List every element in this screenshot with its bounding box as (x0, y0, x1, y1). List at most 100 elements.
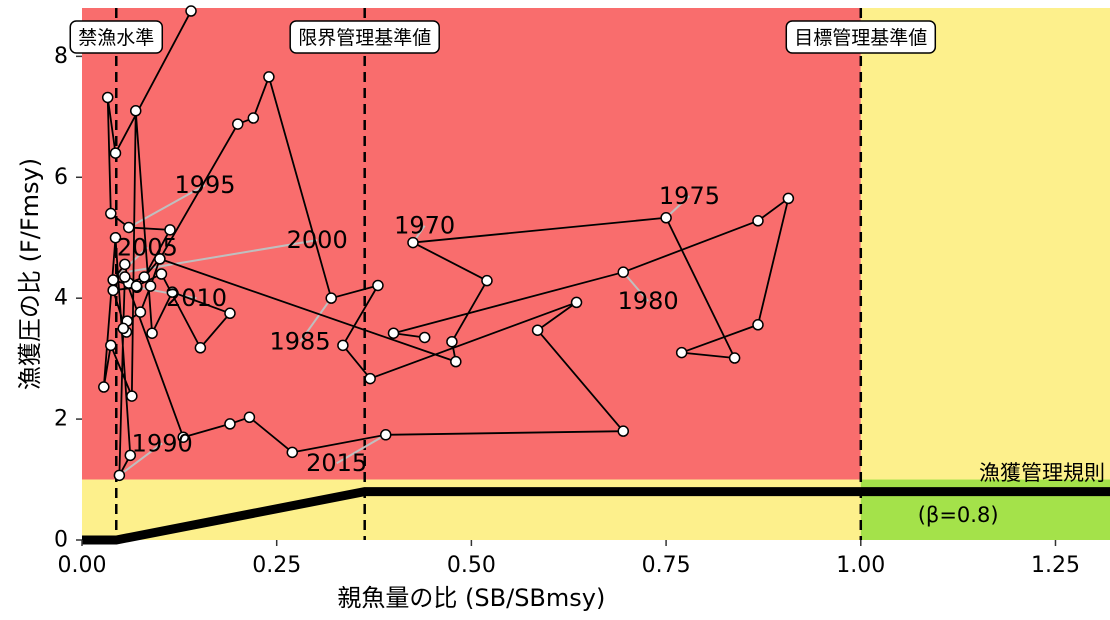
year-labels: 1970 1975 1980 1985 1990 1995 2000 2005 2010 2015 (117, 171, 720, 477)
data-point (177, 431, 189, 443)
data-point (446, 335, 458, 348)
data-point (107, 274, 119, 286)
year-label: 2010 (166, 284, 227, 312)
y-tick-label: 6 (54, 165, 68, 190)
data-point (247, 112, 260, 124)
data-point (105, 207, 117, 220)
data-point (166, 286, 179, 298)
data-point (286, 446, 299, 459)
year-leader-line (299, 297, 333, 343)
data-point (119, 258, 131, 271)
data-point (224, 307, 236, 320)
data-point (379, 429, 392, 441)
x-tick-label: 0.75 (642, 553, 691, 578)
data-point (144, 280, 157, 292)
data-point (232, 118, 244, 130)
reference-line-label-box (69, 20, 164, 54)
y-tick-label: 8 (54, 44, 68, 69)
year-leader-line (622, 271, 649, 302)
data-point (122, 221, 135, 234)
data-point (481, 274, 493, 287)
hcr-line (82, 487, 1110, 545)
y-tick-label: 4 (54, 286, 68, 311)
data-point (138, 271, 151, 283)
year-label: 1970 (394, 212, 455, 240)
year-label: 2000 (287, 226, 348, 254)
data-point (107, 284, 119, 297)
data-point (450, 355, 462, 368)
data-point (194, 342, 207, 354)
hcr-label: 漁獲管理規則 (979, 461, 1105, 485)
data-point (154, 253, 166, 265)
data-point (134, 306, 147, 318)
data-point (146, 327, 158, 339)
data-point (164, 224, 176, 236)
data-point (752, 215, 764, 227)
data-point (372, 279, 384, 292)
data-point (224, 418, 236, 430)
year-leader-line (128, 184, 206, 229)
data-point (126, 390, 138, 402)
year-label: 1990 (132, 429, 193, 457)
year-label: 2015 (306, 449, 367, 477)
reference-line-label: 禁漁水準 (78, 27, 154, 49)
data-point (407, 236, 419, 249)
axes: 0.00 0.25 0.50 0.75 1.00 1.25 0 2 4 6 8 親魚量の比 (SB/S… (16, 44, 1080, 612)
reference-line-label-box (785, 20, 937, 54)
zone-yellow-right (860, 8, 1110, 540)
data-point (418, 331, 431, 344)
data-point (531, 324, 544, 336)
y-tick-label: 0 (54, 528, 68, 553)
year-label: 1975 (659, 182, 720, 210)
reference-line-label: 限界管理基準値 (298, 27, 431, 49)
year-label: 1980 (618, 287, 679, 315)
data-point (617, 425, 630, 437)
hcr-beta-label: (β=0.8) (918, 503, 999, 527)
reference-line-label: 目標管理基準値 (794, 27, 927, 49)
data-point (263, 71, 275, 83)
data-point (364, 372, 376, 385)
data-point (129, 105, 142, 117)
year-leader-line (336, 433, 387, 465)
data-point (325, 292, 337, 304)
data-point (119, 271, 131, 283)
harvest-control-rule: 漁獲管理規則 (β=0.8) (82, 461, 1110, 545)
data-point (98, 381, 110, 393)
data-point (117, 322, 130, 335)
data-point (337, 339, 349, 352)
year-leader-line (128, 239, 318, 273)
x-axis-title: 親魚量の比 (SB/SBmsy) (337, 584, 605, 612)
data-point (752, 319, 764, 331)
year-leader-line (118, 442, 163, 477)
data-point (728, 352, 741, 364)
data-point (113, 469, 126, 482)
x-tick-label: 1.25 (1031, 553, 1080, 578)
zone-red (82, 8, 861, 480)
year-label: 1995 (175, 171, 236, 199)
x-tick-label: 0.25 (252, 553, 301, 578)
data-point (109, 231, 122, 244)
data-point (617, 266, 630, 278)
reference-line-label-box (289, 20, 440, 54)
data-point (660, 212, 672, 224)
y-axis-title: 漁獲圧の比 (F/Fmsy) (16, 158, 44, 390)
x-tick-label: 1.00 (836, 553, 885, 578)
data-point (675, 346, 688, 359)
x-tick-label: 0.50 (447, 553, 496, 578)
data-point (101, 91, 114, 104)
y-tick-label: 2 (54, 407, 68, 432)
data-point (387, 327, 400, 339)
data-point (105, 339, 117, 352)
data-point (570, 296, 583, 309)
year-label: 1985 (270, 328, 331, 356)
year-label-leaders (112, 184, 691, 477)
data-point (155, 268, 168, 280)
data-point (243, 411, 256, 424)
data-point (782, 192, 795, 205)
status-zones (82, 8, 1110, 540)
data-point (124, 449, 137, 462)
year-label: 2005 (117, 233, 178, 261)
x-tick-label: 0.00 (58, 553, 107, 578)
data-point (130, 280, 143, 292)
